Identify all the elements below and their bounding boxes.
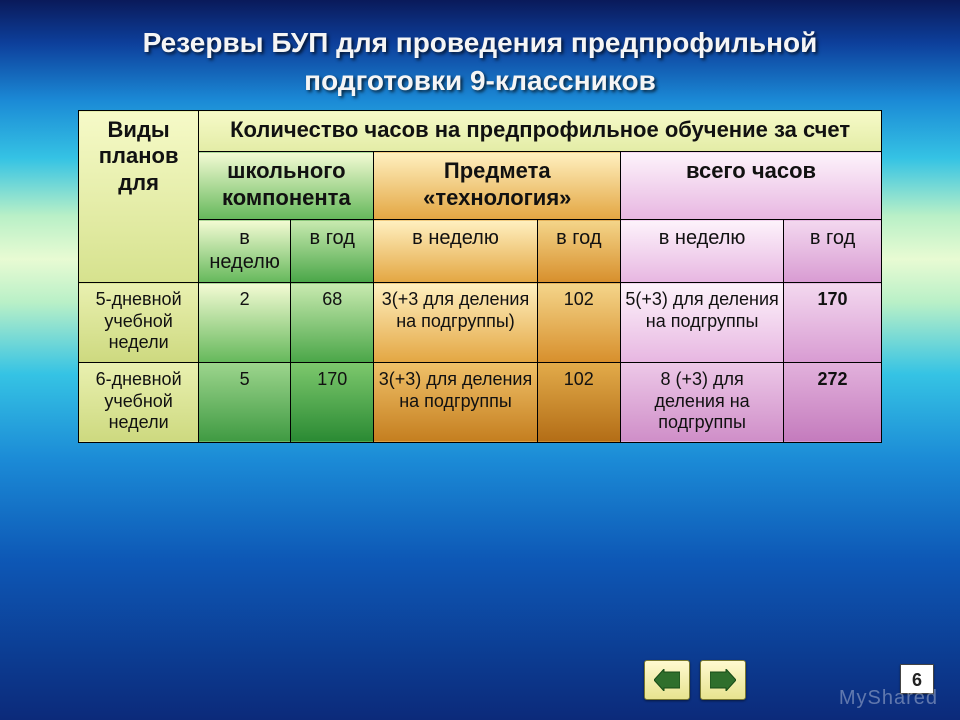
row2-total-week: 8 (+3) для деления на подгруппы — [621, 362, 784, 442]
header-main: Количество часов на предпрофильное обуче… — [199, 111, 882, 152]
col-total-year: в год — [784, 220, 882, 283]
row2-school-year: 170 — [290, 362, 374, 442]
row2-tech-year: 102 — [537, 362, 621, 442]
next-button[interactable] — [700, 660, 746, 700]
table-container: Виды планов для Количество часов на пред… — [78, 110, 882, 443]
row1-total-week: 5(+3) для деления на подгруппы — [621, 283, 784, 363]
col-total-week: в неделю — [621, 220, 784, 283]
col-school-year: в год — [290, 220, 374, 283]
row2-tech-week: 3(+3) для деления на подгруппы — [374, 362, 537, 442]
row2-school-week: 5 — [199, 362, 291, 442]
nav-buttons — [644, 660, 746, 700]
watermark: MyShared — [839, 687, 938, 710]
row1-tech-week: 3(+3 для деления на подгруппы) — [374, 283, 537, 363]
title-line-2: подготовки 9-классников — [304, 65, 656, 96]
col-tech-week: в неделю — [374, 220, 537, 283]
row1-tech-year: 102 — [537, 283, 621, 363]
col-school-week: в неделю — [199, 220, 291, 283]
row1-total-year: 170 — [784, 283, 882, 363]
table-row: 5-дневной учебной недели 2 68 3(+3 для д… — [79, 283, 882, 363]
header-plans: Виды планов для — [79, 111, 199, 283]
arrow-left-icon — [654, 669, 680, 691]
row1-label: 5-дневной учебной недели — [79, 283, 199, 363]
prev-button[interactable] — [644, 660, 690, 700]
subheader-tech: Предмета «технология» — [374, 152, 621, 220]
col-tech-year: в год — [537, 220, 621, 283]
subheader-total: всего часов — [621, 152, 882, 220]
row2-label: 6-дневной учебной недели — [79, 362, 199, 442]
arrow-right-icon — [710, 669, 736, 691]
row1-school-year: 68 — [290, 283, 374, 363]
title-line-1: Резервы БУП для проведения предпрофильно… — [143, 27, 818, 58]
row1-school-week: 2 — [199, 283, 291, 363]
hours-table: Виды планов для Количество часов на пред… — [78, 110, 882, 443]
row2-total-year: 272 — [784, 362, 882, 442]
table-row: 6-дневной учебной недели 5 170 3(+3) для… — [79, 362, 882, 442]
slide-title: Резервы БУП для проведения предпрофильно… — [0, 24, 960, 100]
subheader-school: школьного компонента — [199, 152, 374, 220]
